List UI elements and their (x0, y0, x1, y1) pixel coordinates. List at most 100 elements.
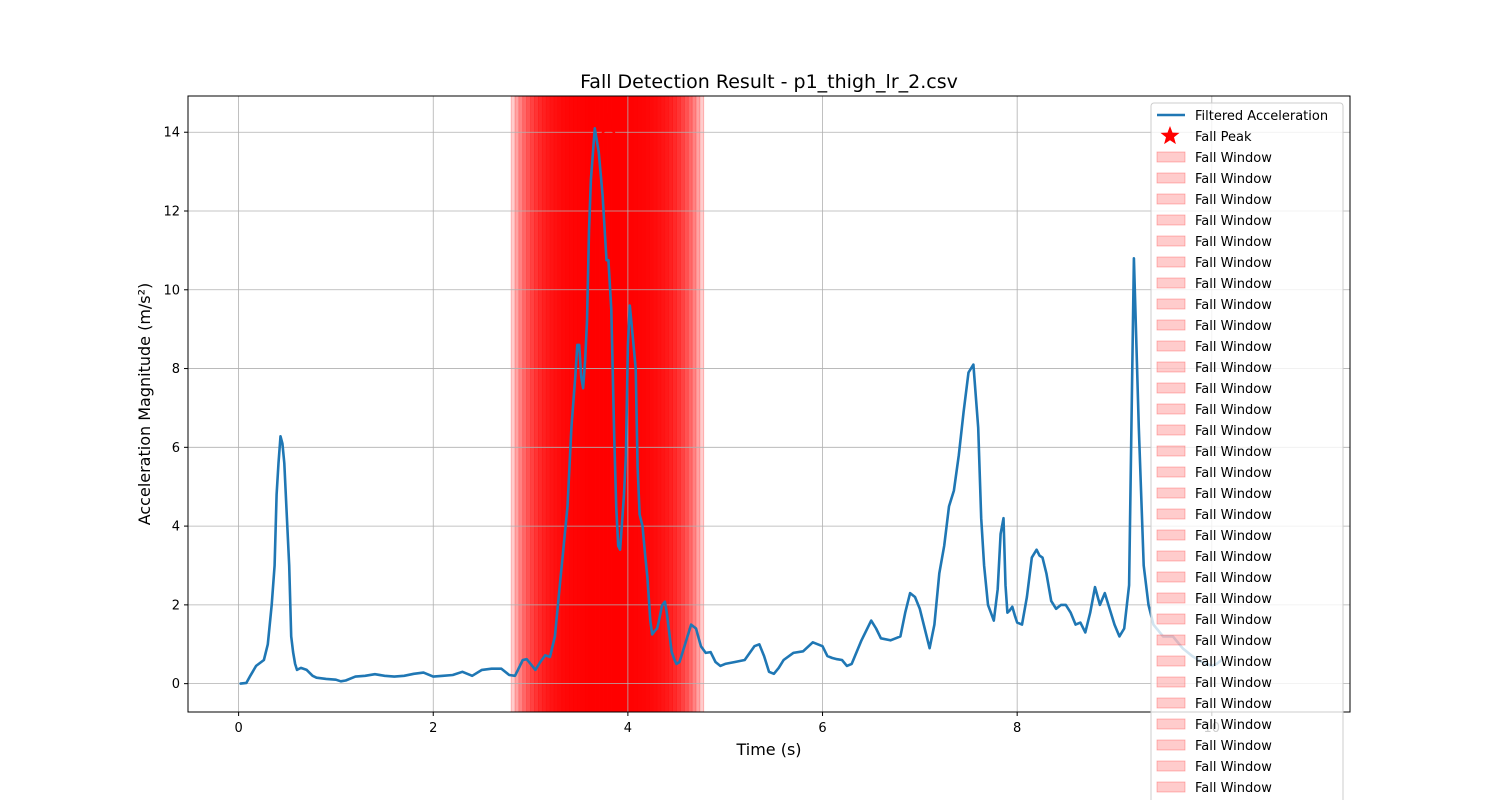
legend-label-12: Fall Window (1195, 361, 1272, 376)
legend-label-9: Fall Window (1195, 298, 1272, 313)
legend-label-8: Fall Window (1195, 277, 1272, 292)
legend-swatch-window-8 (1156, 298, 1186, 310)
fall-window-8 (538, 95, 619, 713)
legend-label-31: Fall Window (1195, 760, 1272, 775)
chart-title: Fall Detection Result - p1_thigh_lr_2.cs… (580, 71, 958, 93)
x-tick-label-1: 2 (429, 721, 437, 736)
legend-label-7: Fall Window (1195, 256, 1272, 271)
legend-label-10: Fall Window (1195, 319, 1272, 334)
legend-swatch-window-26 (1156, 676, 1186, 688)
legend-swatch-window-4 (1156, 214, 1186, 226)
fall-window-6 (530, 95, 611, 713)
legend-label-11: Fall Window (1195, 340, 1272, 355)
legend-label-18: Fall Window (1195, 487, 1272, 502)
legend-swatch-window-10 (1156, 340, 1186, 352)
legend-swatch-window-6 (1156, 256, 1186, 268)
legend-label-27: Fall Window (1195, 676, 1272, 691)
legend-label-23: Fall Window (1195, 592, 1272, 607)
legend-label-28: Fall Window (1195, 697, 1272, 712)
fall-peak-marker (596, 111, 621, 135)
legend-label-15: Fall Window (1195, 424, 1272, 439)
legend-label-14: Fall Window (1195, 403, 1272, 418)
y-axis: 0 2 4 6 8 10 12 14 (163, 126, 188, 692)
fall-window-22 (592, 95, 673, 713)
fall-window-25 (604, 95, 685, 713)
legend-swatch-star (1160, 126, 1180, 145)
legend-label-20: Fall Window (1195, 529, 1272, 544)
fall-window-15 (565, 95, 646, 713)
legend-swatch-window-25 (1156, 655, 1186, 667)
fall-window-20 (584, 95, 666, 713)
legend-swatch-window-1 (1156, 151, 1186, 163)
fall-window-1 (510, 95, 592, 713)
x-axis-label: Time (s) (735, 740, 801, 759)
legend-swatch-window-21 (1156, 571, 1186, 583)
legend: Filtered Acceleration Fall Peak Fall Windo… (1150, 102, 1344, 800)
legend-label-4: Fall Window (1195, 193, 1272, 208)
legend-label-5: Fall Window (1195, 214, 1272, 229)
legend-label-26: Fall Window (1195, 655, 1272, 670)
legend-label-30: Fall Window (1195, 739, 1272, 754)
legend-label-0: Filtered Acceleration (1195, 109, 1328, 124)
x-tick-label-3: 6 (818, 721, 826, 736)
legend-swatch-window-18 (1156, 508, 1186, 520)
legend-swatch-window-3 (1156, 193, 1186, 205)
filtered-acceleration-line (239, 127, 1223, 685)
legend-box (1150, 102, 1344, 800)
y-tick-label-3: 6 (172, 441, 180, 456)
fall-window-12 (553, 95, 635, 713)
legend-label-21: Fall Window (1195, 550, 1272, 565)
legend-swatch-window-2 (1156, 172, 1186, 184)
x-tick-label-2: 4 (624, 721, 632, 736)
fall-window-13 (557, 95, 638, 713)
fall-window-2 (514, 95, 596, 713)
legend-label-6: Fall Window (1195, 235, 1272, 250)
legend-label-29: Fall Window (1195, 718, 1272, 733)
legend-swatch-window-12 (1156, 382, 1186, 394)
legend-swatch-window-17 (1156, 487, 1186, 499)
legend-swatch-window-11 (1156, 361, 1186, 373)
y-tick-label-1: 2 (172, 598, 180, 613)
legend-swatch-window-23 (1156, 613, 1186, 625)
legend-label-32: Fall Window (1195, 781, 1272, 796)
legend-swatch-window-7 (1156, 277, 1186, 289)
legend-swatch-window-14 (1156, 424, 1186, 436)
legend-label-17: Fall Window (1195, 466, 1272, 481)
fall-peak-series (596, 111, 621, 135)
plot-frame (187, 95, 1351, 713)
y-tick-label-5: 10 (163, 283, 180, 298)
legend-label-1: Fall Peak (1195, 130, 1252, 145)
y-axis-label: Acceleration Magnitude (m/s²) (135, 283, 154, 526)
fall-window-16 (569, 95, 650, 713)
legend-swatch-window-31 (1156, 781, 1186, 793)
legend-swatch-window-22 (1156, 592, 1186, 604)
legend-label-13: Fall Window (1195, 382, 1272, 397)
legend-label-22: Fall Window (1195, 571, 1272, 586)
legend-label-25: Fall Window (1195, 634, 1272, 649)
fall-windows (510, 95, 705, 713)
legend-label-2: Fall Window (1195, 151, 1272, 166)
y-tick-label-6: 12 (163, 205, 180, 220)
fall-window-28 (615, 95, 697, 713)
y-tick-label-0: 0 (172, 677, 180, 692)
legend-label-16: Fall Window (1195, 445, 1272, 460)
fall-window-19 (580, 95, 662, 713)
y-tick-label-2: 4 (172, 520, 180, 535)
filtered-acceleration-series (239, 127, 1223, 685)
fall-window-5 (526, 95, 607, 713)
legend-label-3: Fall Window (1195, 172, 1272, 187)
legend-swatch-window-28 (1156, 718, 1186, 730)
y-tick-label-4: 8 (172, 362, 180, 377)
legend-swatch-window-5 (1156, 235, 1186, 247)
legend-label-24: Fall Window (1195, 613, 1272, 628)
x-tick-label-0: 0 (234, 721, 242, 736)
legend-swatch-window-9 (1156, 319, 1186, 331)
legend-swatch-window-30 (1156, 760, 1186, 772)
legend-swatch-window-27 (1156, 697, 1186, 709)
x-tick-label-4: 8 (1013, 721, 1021, 736)
legend-swatch-window-19 (1156, 529, 1186, 541)
legend-label-19: Fall Window (1195, 508, 1272, 523)
legend-swatch-window-29 (1156, 739, 1186, 751)
y-tick-label-7: 14 (163, 126, 180, 141)
